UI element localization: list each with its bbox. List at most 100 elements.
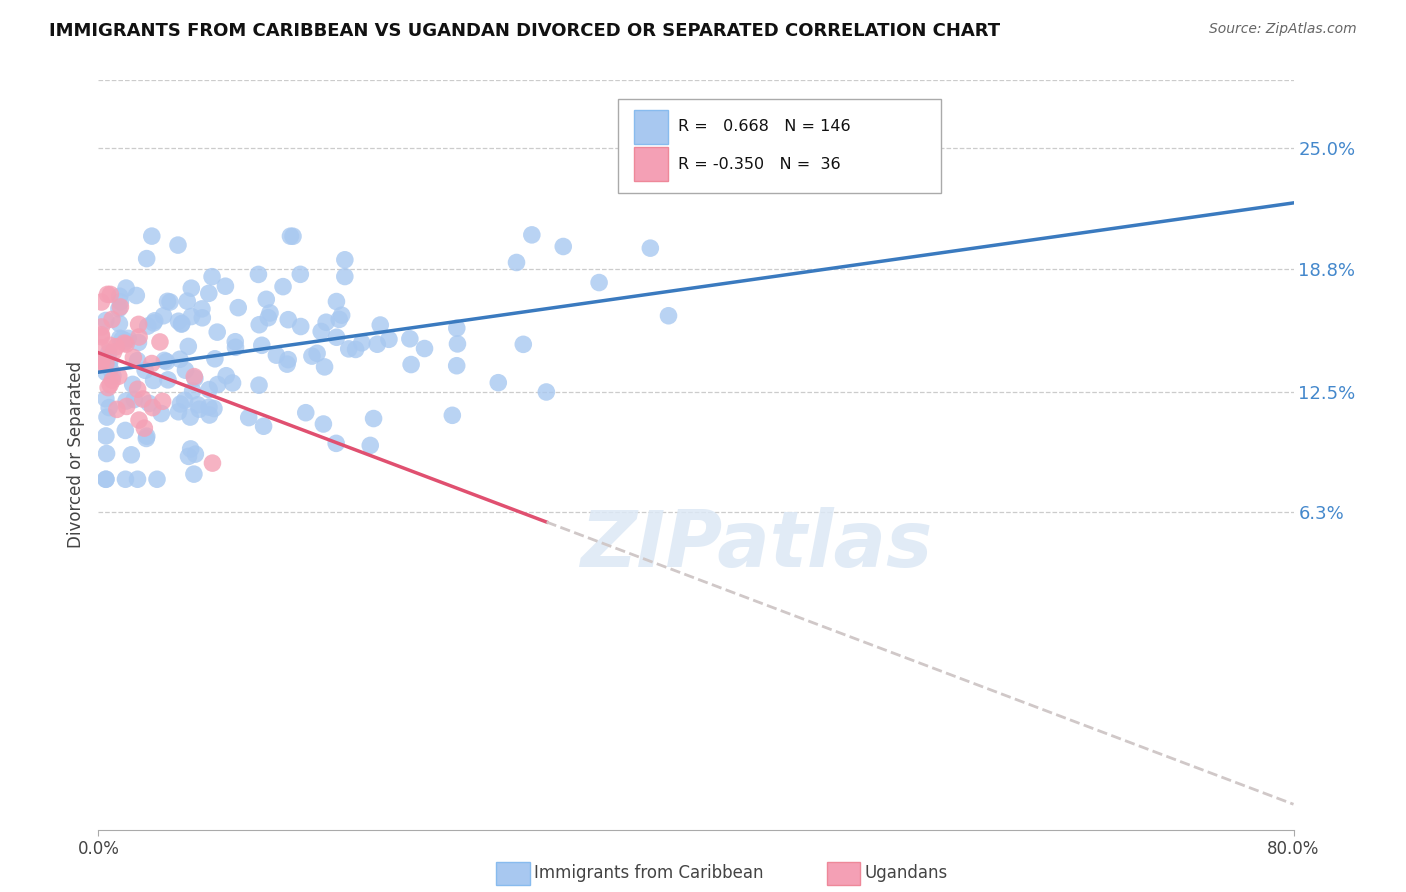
Point	[177, 450, 200, 464]
Point	[344, 343, 367, 357]
Point	[156, 373, 179, 387]
Point	[96, 410, 118, 425]
Point	[257, 310, 280, 325]
Point	[640, 241, 662, 255]
Point	[271, 279, 294, 293]
Point	[174, 363, 197, 377]
Point	[98, 362, 121, 376]
Point	[290, 268, 312, 282]
Point	[108, 301, 131, 316]
Point	[247, 268, 270, 282]
Point	[280, 229, 302, 244]
Point	[94, 313, 117, 327]
Point	[105, 340, 128, 354]
Point	[156, 294, 179, 309]
Point	[221, 376, 243, 390]
Point	[191, 310, 214, 325]
Text: ZIPatlas: ZIPatlas	[579, 507, 932, 582]
Point	[94, 352, 117, 367]
Point	[115, 334, 138, 348]
Point	[134, 363, 156, 377]
Point	[110, 294, 132, 309]
Text: Ugandans: Ugandans	[865, 864, 948, 882]
Point	[325, 294, 347, 309]
Point	[276, 357, 298, 371]
Point	[277, 312, 299, 326]
Point	[167, 405, 190, 419]
Point	[290, 319, 312, 334]
Point	[201, 456, 224, 470]
Point	[127, 472, 149, 486]
Point	[136, 319, 159, 334]
Point	[169, 352, 191, 367]
Point	[146, 472, 169, 486]
Point	[333, 269, 356, 284]
Point	[205, 325, 228, 339]
Point	[247, 318, 270, 332]
Point	[277, 352, 299, 367]
Point	[250, 338, 273, 352]
Point	[97, 346, 120, 360]
Point	[94, 472, 117, 486]
Point	[312, 417, 335, 431]
Point	[325, 436, 347, 450]
Point	[135, 429, 157, 443]
Point	[135, 432, 157, 446]
Point	[114, 424, 136, 438]
Point	[122, 351, 145, 365]
Point	[201, 269, 224, 284]
Point	[198, 383, 221, 397]
Point	[98, 401, 121, 415]
Point	[115, 400, 138, 414]
Point	[180, 310, 202, 324]
Point	[149, 334, 172, 349]
Point	[177, 339, 200, 353]
Point	[399, 358, 422, 372]
Point	[128, 330, 150, 344]
Point	[105, 402, 128, 417]
Point	[127, 382, 149, 396]
Text: IMMIGRANTS FROM CARIBBEAN VS UGANDAN DIVORCED OR SEPARATED CORRELATION CHART: IMMIGRANTS FROM CARIBBEAN VS UGANDAN DIV…	[49, 22, 1000, 40]
Point	[252, 419, 274, 434]
Point	[101, 312, 124, 326]
Point	[90, 295, 112, 310]
Point	[97, 381, 120, 395]
Point	[254, 293, 277, 307]
Point	[366, 337, 388, 351]
Point	[441, 409, 464, 423]
Point	[115, 281, 138, 295]
Point	[281, 229, 304, 244]
Point	[94, 429, 117, 443]
Point	[588, 276, 610, 290]
Point	[127, 353, 149, 368]
Point	[315, 315, 337, 329]
Point	[184, 447, 207, 461]
Point	[520, 227, 543, 242]
Point	[141, 357, 163, 371]
Point	[101, 368, 124, 383]
Point	[114, 472, 136, 486]
Point	[413, 342, 436, 356]
Point	[138, 396, 160, 410]
Text: R =   0.668   N = 146: R = 0.668 N = 146	[678, 120, 851, 134]
Point	[152, 309, 174, 323]
Point	[153, 353, 176, 368]
Point	[107, 369, 129, 384]
Point	[90, 356, 112, 370]
Point	[259, 306, 281, 320]
Point	[128, 318, 150, 332]
Point	[330, 308, 353, 322]
Point	[117, 331, 139, 345]
Point	[110, 300, 132, 314]
Point	[198, 408, 221, 422]
Point	[294, 406, 316, 420]
Point	[108, 289, 131, 303]
Point	[215, 368, 238, 383]
Point	[96, 446, 118, 460]
Point	[94, 472, 117, 486]
Point	[307, 346, 329, 360]
Point	[204, 351, 226, 366]
Point	[179, 410, 201, 425]
Point	[363, 411, 385, 425]
Point	[399, 332, 422, 346]
